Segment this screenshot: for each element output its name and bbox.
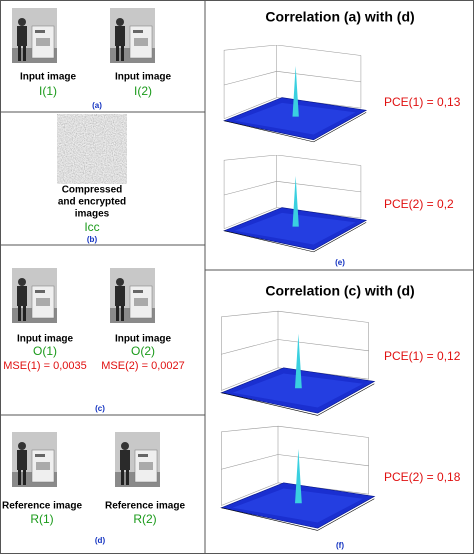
panel-tag: (d) xyxy=(95,536,106,545)
caption: Compressed xyxy=(62,185,123,196)
image xyxy=(12,8,57,63)
metric: MSE(1) = 0,0035 xyxy=(3,360,86,372)
metric: PCE(1) = 0,12 xyxy=(384,349,461,363)
caption: and encrypted xyxy=(58,197,126,208)
panel-tag: (a) xyxy=(92,101,102,110)
metric: PCE(2) = 0,18 xyxy=(384,470,461,484)
panel-tag: (f) xyxy=(336,541,344,550)
plot-title: Correlation (a) with (d) xyxy=(265,9,414,25)
image xyxy=(115,432,160,487)
caption: Input image xyxy=(20,72,77,83)
caption: Reference image xyxy=(2,501,82,512)
label: I(2) xyxy=(134,84,152,98)
surface-plot xyxy=(223,45,367,143)
metric: MSE(2) = 0,0027 xyxy=(101,360,184,372)
caption: Input image xyxy=(115,72,172,83)
surface-plot xyxy=(223,155,367,253)
panel-tag: (b) xyxy=(87,235,98,244)
plot-title: Correlation (c) with (d) xyxy=(265,283,414,299)
surface-plot xyxy=(220,310,375,417)
panel-tag: (e) xyxy=(335,258,345,267)
metric: PCE(1) = 0,13 xyxy=(384,95,461,109)
label: O(2) xyxy=(131,344,155,358)
label: O(1) xyxy=(33,344,57,358)
metric: PCE(2) = 0,2 xyxy=(384,197,454,211)
caption: Reference image xyxy=(105,501,185,512)
encrypted-image xyxy=(63,120,121,178)
surface-plot xyxy=(220,425,375,532)
image xyxy=(110,268,155,323)
caption: Input image xyxy=(115,334,172,345)
label: R(2) xyxy=(133,512,156,526)
label: Icc xyxy=(84,220,99,234)
label: R(1) xyxy=(30,512,53,526)
image xyxy=(12,432,57,487)
image xyxy=(12,268,57,323)
panel-tag: (c) xyxy=(95,404,105,413)
image xyxy=(110,8,155,63)
caption: Input image xyxy=(17,334,74,345)
caption: images xyxy=(75,209,110,220)
label: I(1) xyxy=(39,84,57,98)
